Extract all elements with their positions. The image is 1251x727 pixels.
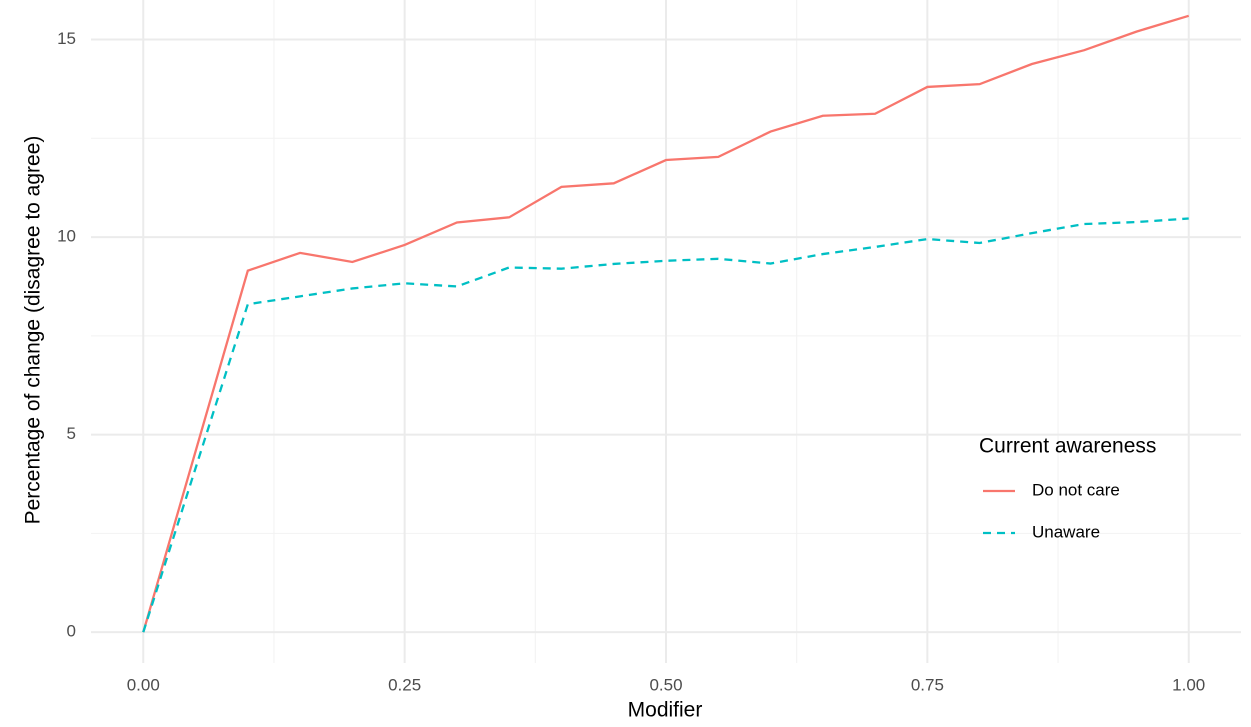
y-tick-label: 10 (57, 227, 76, 246)
y-tick-label: 15 (57, 29, 76, 48)
line (142, 14, 1190, 633)
legend-label: Unaware (1032, 522, 1100, 541)
x-axis-title: Modifier (628, 699, 703, 722)
y-tick-label: 5 (67, 424, 76, 443)
y-tick-label: 0 (67, 622, 76, 641)
x-tick-label: 0.75 (911, 675, 944, 694)
legend-label: Do not care (1032, 480, 1120, 499)
x-tick-label: 1.00 (1172, 675, 1205, 694)
y-axis-title: Percentage of change (disagree to agree) (22, 136, 45, 525)
x-tick-label: 0.25 (388, 675, 421, 694)
x-tick-label: 0.00 (127, 675, 160, 694)
legend-title: Current awareness (979, 435, 1156, 458)
line (142, 217, 1189, 633)
x-tick-label: 0.50 (649, 675, 682, 694)
